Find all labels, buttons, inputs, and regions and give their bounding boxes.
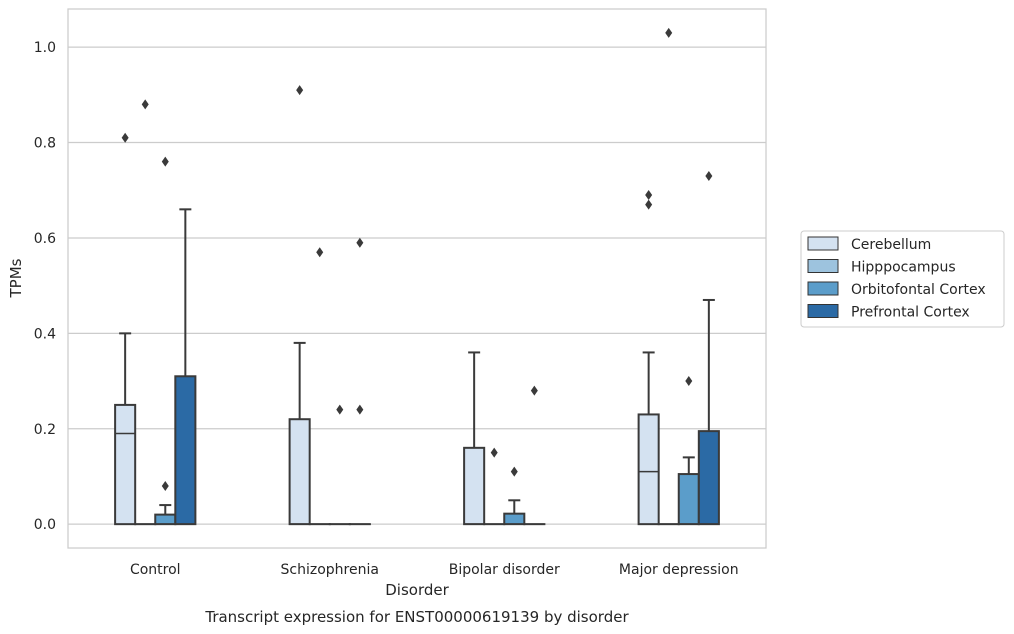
- box-group: [523, 385, 546, 526]
- legend: Cerebellum Hipppocampus Orbitofontal Corte…: [800, 230, 1005, 328]
- plot-frame: [67, 8, 767, 549]
- outlier-point: [705, 170, 713, 181]
- outlier-point: [685, 376, 693, 387]
- box: [503, 512, 526, 526]
- box-group: [637, 190, 660, 526]
- box-group: [657, 27, 680, 526]
- box: [114, 403, 137, 526]
- outlier-point: [336, 404, 344, 415]
- box-group: [348, 237, 371, 526]
- legend-frame: [800, 230, 1005, 328]
- legend-swatch: [807, 304, 839, 318]
- y-tick-label: 0.6: [34, 231, 56, 247]
- box: [288, 418, 311, 526]
- box: [697, 430, 720, 526]
- outlier-point: [161, 480, 169, 491]
- outlier-point: [665, 27, 673, 38]
- box: [154, 513, 177, 526]
- y-tick-label: 0.2: [34, 422, 56, 438]
- outlier-point: [645, 190, 653, 201]
- box-group: [483, 447, 506, 526]
- box-group: [503, 466, 526, 526]
- box-group: [308, 247, 331, 526]
- legend-label: Orbitofontal Cortex: [851, 282, 986, 298]
- legend-swatch: [807, 236, 839, 251]
- legend-label: Hipppocampus: [851, 260, 956, 276]
- box: [463, 446, 486, 526]
- y-tick-label: 0.4: [34, 326, 56, 342]
- x-tick-label: Major depression: [619, 562, 739, 578]
- y-axis-label: TPMs: [7, 258, 25, 298]
- x-tick-labels: Control Schizophrenia Bipolar disorder Majo…: [130, 562, 739, 578]
- box-marks: [114, 27, 720, 526]
- outlier-point: [356, 404, 364, 415]
- outlier-point: [316, 247, 324, 258]
- legend-swatch: [807, 281, 839, 296]
- legend-label: Prefrontal Cortex: [851, 305, 970, 321]
- box: [677, 473, 700, 526]
- gridlines: [68, 46, 766, 525]
- outlier-point: [530, 385, 538, 396]
- chart-title: Transcript expression for ENST0000061913…: [204, 608, 629, 626]
- outlier-point: [121, 132, 129, 143]
- box-group: [677, 376, 700, 526]
- box-group: [154, 156, 177, 526]
- outlier-point: [161, 156, 169, 167]
- outlier-point: [490, 447, 498, 458]
- outlier-point: [141, 99, 149, 110]
- y-tick-labels: 0.0 0.2 0.4 0.6 0.8 1.0: [34, 40, 56, 533]
- outlier-point: [645, 199, 653, 210]
- box-group: [328, 404, 351, 526]
- box: [174, 375, 197, 526]
- y-tick-label: 0.0: [34, 517, 56, 533]
- x-tick-label: Schizophrenia: [281, 562, 379, 578]
- outlier-point: [356, 237, 364, 248]
- box: [637, 413, 660, 526]
- box-group: [114, 132, 137, 526]
- box-group: [134, 99, 157, 526]
- y-tick-label: 0.8: [34, 136, 56, 152]
- x-axis-label: Disorder: [385, 581, 449, 599]
- outlier-point: [296, 85, 304, 96]
- box-group: [463, 351, 486, 526]
- x-tick-label: Control: [130, 562, 181, 578]
- box-group: [174, 208, 197, 526]
- outlier-point: [510, 466, 518, 477]
- legend-swatch: [807, 259, 839, 273]
- box-group: [288, 85, 311, 526]
- x-tick-label: Bipolar disorder: [449, 562, 560, 578]
- box-group: [697, 170, 720, 526]
- legend-label: Cerebellum: [851, 237, 931, 253]
- y-tick-label: 1.0: [34, 40, 56, 56]
